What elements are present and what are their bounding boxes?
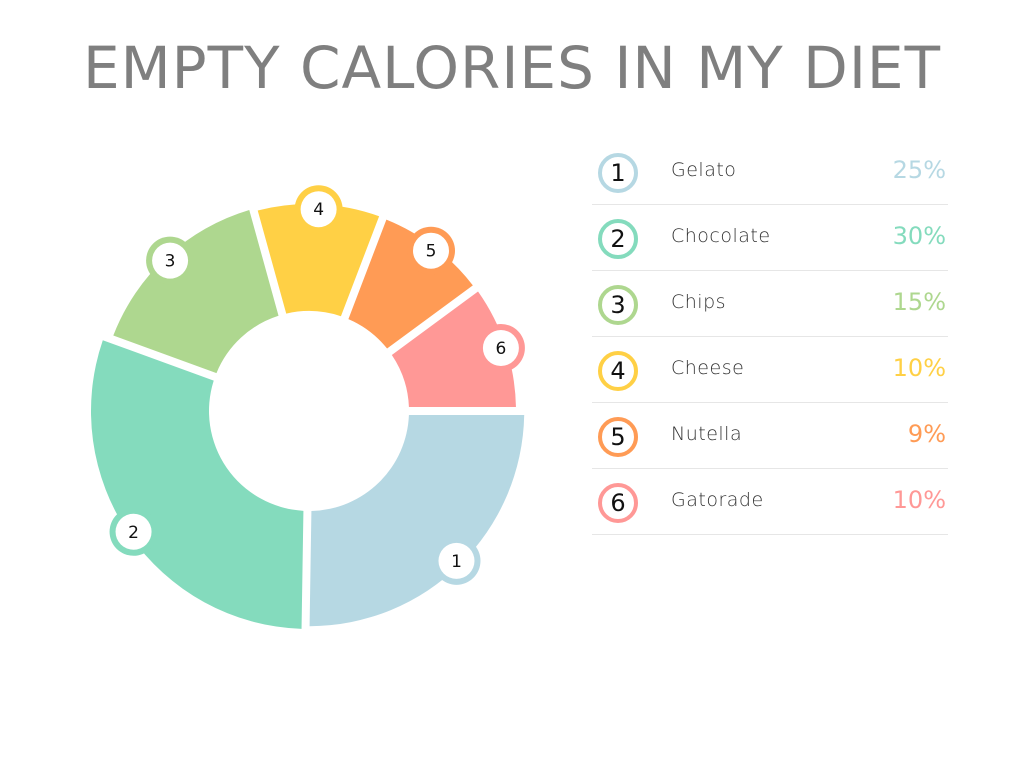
legend-number-badge: 2 (598, 219, 638, 259)
slice-badge-5 (413, 232, 449, 269)
slice-badge-number-2: 2 (128, 523, 139, 543)
legend-row-1: 1 Gelato 25% (592, 139, 948, 205)
legend: 1 Gelato 25% 2 Chocolate 30% 3 Chips 15% 4 Cheese 1… (592, 139, 948, 535)
legend-row-3: 3 Chips 15% (592, 271, 948, 337)
legend-row-2: 2 Chocolate 30% (592, 205, 948, 271)
legend-percentage: 15% (892, 288, 946, 316)
legend-percentage: 30% (892, 222, 946, 250)
legend-label: Gelato (671, 159, 737, 181)
legend-label: Cheese (671, 357, 745, 379)
legend-percentage: 25% (892, 156, 946, 184)
slice-badge-3 (152, 242, 189, 279)
slice-badge-number-4: 4 (313, 200, 324, 220)
donut-slice-5 (348, 219, 473, 349)
slice-badge-1 (438, 542, 475, 579)
donut-slice-6 (391, 291, 516, 407)
legend-label: Nutella (671, 423, 743, 445)
legend-number-badge: 3 (598, 285, 638, 325)
slice-badge-number-1: 1 (451, 552, 462, 572)
legend-row-5: 5 Nutella 9% (592, 403, 948, 469)
legend-label: Chips (671, 291, 727, 313)
donut-slice-3 (113, 209, 279, 374)
legend-percentage: 10% (892, 486, 946, 514)
slice-badge-number-3: 3 (165, 252, 176, 272)
legend-label: Gatorade (671, 489, 764, 511)
chart-title: EMPTY CALORIES IN MY DIET (82, 34, 941, 102)
slice-badge-number-5: 5 (426, 242, 437, 262)
legend-row-6: 6 Gatorade 10% (592, 469, 948, 535)
legend-number-badge: 4 (598, 351, 638, 391)
legend-number-badge: 1 (598, 153, 638, 193)
donut-slice-1 (309, 415, 525, 627)
slice-badge-6 (482, 329, 519, 366)
donut-slice-4 (257, 204, 380, 317)
legend-percentage: 10% (892, 354, 946, 382)
slice-badge-number-6: 6 (495, 339, 506, 359)
donut-slice-2 (90, 340, 304, 629)
legend-percentage: 9% (907, 420, 946, 448)
legend-number-badge: 6 (598, 483, 638, 523)
slice-badge-4 (300, 191, 337, 228)
legend-label: Chocolate (671, 225, 771, 247)
slice-badge-2 (115, 513, 152, 550)
legend-row-4: 4 Cheese 10% (592, 337, 948, 403)
legend-number-badge: 5 (598, 417, 638, 457)
